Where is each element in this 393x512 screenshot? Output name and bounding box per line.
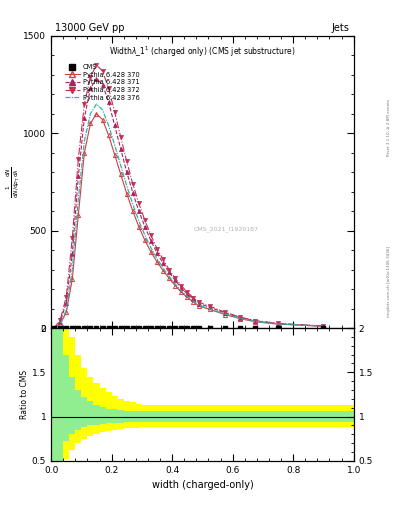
X-axis label: width (charged-only): width (charged-only): [152, 480, 253, 490]
Y-axis label: $\frac{1}{\mathrm{d}N/\mathrm{d}p_\mathrm{T}}\frac{\mathrm{d}N}{\mathrm{d}\lambd: $\frac{1}{\mathrm{d}N/\mathrm{d}p_\mathr…: [5, 166, 22, 198]
Text: CMS_2021_I1920187: CMS_2021_I1920187: [194, 226, 259, 231]
Y-axis label: Ratio to CMS: Ratio to CMS: [20, 370, 29, 419]
Text: Width$\lambda\_1^1$ (charged only) (CMS jet substructure): Width$\lambda\_1^1$ (charged only) (CMS …: [109, 45, 296, 59]
Text: Rivet 3.1.10, ≥ 2.8M events: Rivet 3.1.10, ≥ 2.8M events: [387, 99, 391, 157]
Text: mcplots.cern.ch [arXiv:1306.3436]: mcplots.cern.ch [arXiv:1306.3436]: [387, 246, 391, 317]
Text: Jets: Jets: [332, 23, 350, 33]
Legend: CMS, Pythia 6.428 370, Pythia 6.428 371, Pythia 6.428 372, Pythia 6.428 376: CMS, Pythia 6.428 370, Pythia 6.428 371,…: [64, 62, 141, 102]
Text: 13000 GeV pp: 13000 GeV pp: [55, 23, 125, 33]
